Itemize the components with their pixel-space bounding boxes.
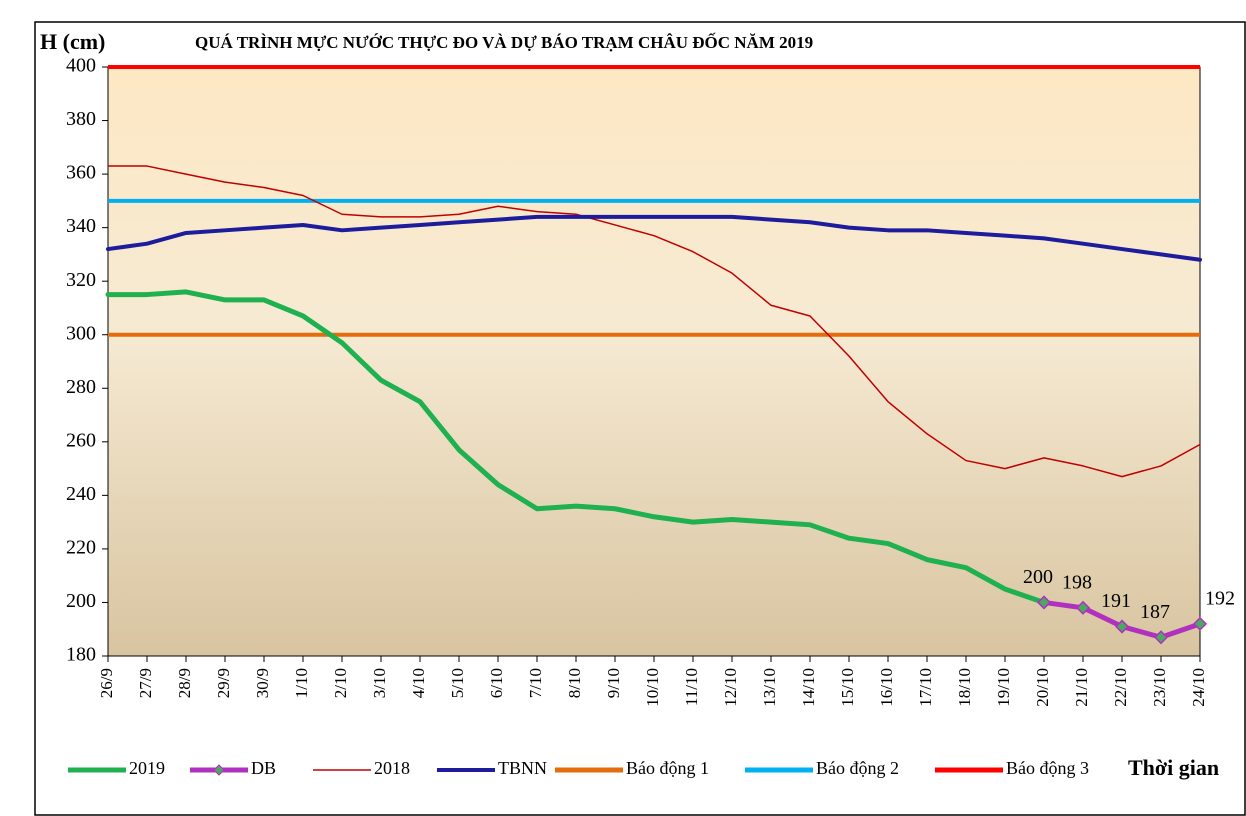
y-tick-label: 300 bbox=[66, 322, 96, 344]
y-tick-label: 240 bbox=[66, 483, 96, 505]
y-tick-label: 200 bbox=[66, 590, 96, 612]
x-tick-label: 17/10 bbox=[916, 668, 935, 707]
x-tick-label: 1/10 bbox=[292, 668, 311, 698]
x-tick-label: 14/10 bbox=[799, 668, 818, 707]
legend-label: 2019 bbox=[129, 758, 165, 778]
x-tick-label: 18/10 bbox=[955, 668, 974, 707]
x-tick-label: 10/10 bbox=[643, 668, 662, 707]
legend-label: DB bbox=[251, 758, 276, 778]
marker bbox=[1192, 616, 1208, 631]
x-tick-label: 26/9 bbox=[97, 668, 116, 698]
x-tick-label: 21/10 bbox=[1072, 668, 1091, 707]
data-label: 200 bbox=[1023, 566, 1053, 588]
y-tick-label: 400 bbox=[66, 55, 96, 77]
y-tick-label: 220 bbox=[66, 537, 96, 559]
x-tick-label: 5/10 bbox=[448, 668, 467, 698]
x-tick-label: 16/10 bbox=[877, 668, 896, 707]
y-tick-label: 180 bbox=[66, 644, 96, 666]
data-label: 192 bbox=[1205, 587, 1235, 609]
legend-label: 2018 bbox=[374, 758, 410, 778]
legend-label: TBNN bbox=[498, 758, 547, 778]
x-tick-label: 27/9 bbox=[136, 668, 155, 698]
x-tick-label: 30/9 bbox=[253, 668, 272, 698]
x-axis-label: Thời gian bbox=[1128, 755, 1219, 780]
y-tick-label: 380 bbox=[66, 108, 96, 130]
x-tick-label: 28/9 bbox=[175, 668, 194, 698]
x-tick-label: 23/10 bbox=[1150, 668, 1169, 707]
marker bbox=[1114, 619, 1130, 634]
data-label: 187 bbox=[1140, 601, 1170, 623]
x-tick-label: 6/10 bbox=[487, 668, 506, 698]
chart-title: QUÁ TRÌNH MỰC NƯỚC THỰC ĐO VÀ DỰ BÁO TRẠ… bbox=[195, 32, 813, 52]
legend-marker bbox=[213, 764, 225, 776]
x-tick-label: 13/10 bbox=[760, 668, 779, 707]
y-tick-label: 320 bbox=[66, 269, 96, 291]
y-tick-label: 280 bbox=[66, 376, 96, 398]
y-axis-label: H (cm) bbox=[40, 29, 105, 54]
x-tick-label: 19/10 bbox=[994, 668, 1013, 707]
x-tick-label: 12/10 bbox=[721, 668, 740, 707]
x-tick-label: 22/10 bbox=[1111, 668, 1130, 707]
x-tick-label: 9/10 bbox=[604, 668, 623, 698]
x-tick-label: 4/10 bbox=[409, 668, 428, 698]
marker bbox=[1036, 595, 1052, 610]
marker bbox=[1153, 630, 1169, 645]
series-line bbox=[105, 289, 1047, 605]
x-tick-label: 29/9 bbox=[214, 668, 233, 698]
x-tick-label: 11/10 bbox=[682, 668, 701, 706]
series-line bbox=[106, 214, 1202, 262]
marker bbox=[1075, 600, 1091, 615]
x-tick-label: 15/10 bbox=[838, 668, 857, 707]
y-tick-label: 260 bbox=[66, 429, 96, 451]
legend-label: Báo động 2 bbox=[816, 758, 899, 778]
x-tick-label: 24/10 bbox=[1189, 668, 1208, 707]
y-tick-label: 360 bbox=[66, 162, 96, 184]
x-tick-label: 8/10 bbox=[565, 668, 584, 698]
data-label: 198 bbox=[1062, 571, 1092, 593]
x-tick-label: 7/10 bbox=[526, 668, 545, 698]
x-tick-label: 20/10 bbox=[1033, 668, 1052, 707]
y-tick-label: 340 bbox=[66, 215, 96, 237]
series-line bbox=[107, 165, 1201, 478]
x-tick-label: 3/10 bbox=[370, 668, 389, 698]
plot-area bbox=[107, 66, 1201, 657]
data-label: 191 bbox=[1101, 590, 1131, 612]
x-tick-label: 2/10 bbox=[331, 668, 350, 698]
legend-label: Báo động 1 bbox=[626, 758, 709, 778]
legend-label: Báo động 3 bbox=[1006, 758, 1089, 778]
